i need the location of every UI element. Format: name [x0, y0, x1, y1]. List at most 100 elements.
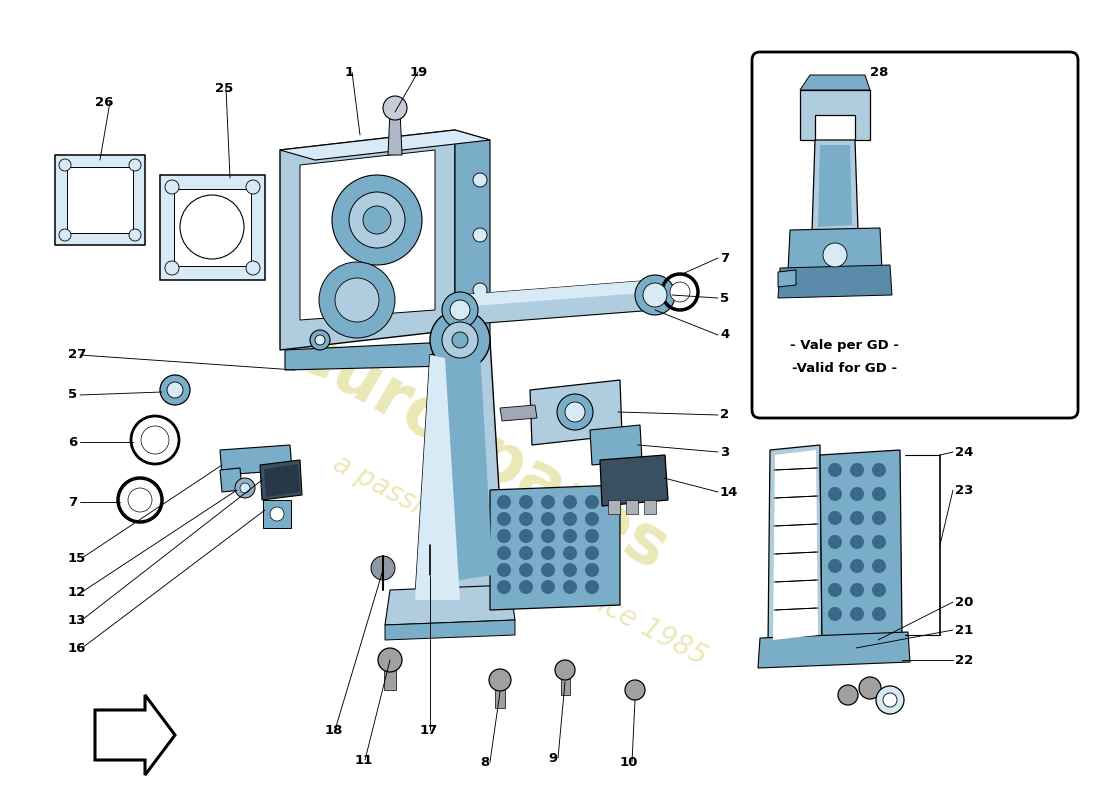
Circle shape [850, 487, 864, 501]
Text: 22: 22 [955, 654, 974, 666]
Circle shape [59, 159, 72, 171]
Polygon shape [758, 632, 910, 668]
Polygon shape [260, 460, 302, 500]
Bar [561, 670, 570, 695]
Circle shape [541, 495, 556, 509]
Circle shape [246, 261, 260, 275]
Circle shape [452, 332, 468, 348]
Circle shape [240, 483, 250, 493]
Circle shape [165, 180, 179, 194]
Circle shape [315, 335, 324, 345]
Text: 5: 5 [68, 389, 77, 402]
Text: 18: 18 [324, 723, 343, 737]
Circle shape [670, 282, 690, 302]
Circle shape [59, 229, 72, 241]
Circle shape [563, 529, 578, 543]
Polygon shape [530, 380, 621, 445]
Circle shape [420, 545, 440, 565]
Circle shape [442, 322, 478, 358]
Polygon shape [788, 228, 882, 272]
Text: 23: 23 [955, 483, 974, 497]
Circle shape [430, 310, 490, 370]
Circle shape [349, 192, 405, 248]
Text: 27: 27 [68, 349, 86, 362]
Circle shape [563, 495, 578, 509]
Bar [384, 660, 396, 690]
Text: 3: 3 [720, 446, 729, 458]
Text: 12: 12 [68, 586, 86, 598]
Polygon shape [500, 405, 537, 421]
Text: 2: 2 [720, 409, 729, 422]
Circle shape [319, 262, 395, 338]
Circle shape [541, 529, 556, 543]
Polygon shape [455, 130, 490, 340]
Circle shape [519, 512, 534, 526]
Polygon shape [820, 450, 902, 640]
Polygon shape [773, 450, 818, 640]
Circle shape [246, 180, 260, 194]
Circle shape [378, 648, 402, 672]
Text: 24: 24 [955, 446, 974, 458]
Circle shape [128, 488, 152, 512]
Circle shape [883, 693, 896, 707]
Polygon shape [778, 270, 796, 287]
Circle shape [828, 535, 842, 549]
FancyBboxPatch shape [752, 52, 1078, 418]
Circle shape [519, 546, 534, 560]
Text: -Valid for GD -: -Valid for GD - [792, 362, 898, 374]
Circle shape [519, 563, 534, 577]
Circle shape [585, 512, 600, 526]
Circle shape [497, 529, 512, 543]
Circle shape [850, 535, 864, 549]
Circle shape [859, 677, 881, 699]
Text: 15: 15 [68, 551, 86, 565]
Circle shape [872, 535, 886, 549]
Circle shape [497, 546, 512, 560]
Circle shape [585, 495, 600, 509]
Text: eurospares: eurospares [280, 316, 679, 584]
Bar [626, 500, 638, 514]
Polygon shape [55, 155, 145, 245]
Text: 21: 21 [955, 623, 974, 637]
Circle shape [519, 529, 534, 543]
Circle shape [473, 228, 487, 242]
Polygon shape [385, 585, 515, 625]
Circle shape [872, 463, 886, 477]
Circle shape [310, 330, 330, 350]
Circle shape [129, 229, 141, 241]
Circle shape [850, 511, 864, 525]
Polygon shape [160, 175, 265, 280]
Polygon shape [388, 110, 401, 155]
Circle shape [872, 607, 886, 621]
Circle shape [519, 495, 534, 509]
Text: 19: 19 [410, 66, 428, 78]
Circle shape [180, 195, 244, 259]
Circle shape [541, 563, 556, 577]
Circle shape [450, 300, 470, 320]
Polygon shape [220, 445, 292, 475]
Text: 11: 11 [355, 754, 373, 766]
Circle shape [332, 175, 422, 265]
Polygon shape [220, 468, 242, 492]
Circle shape [872, 511, 886, 525]
Polygon shape [600, 455, 668, 506]
Polygon shape [300, 150, 434, 320]
Text: 5: 5 [720, 291, 729, 305]
Circle shape [165, 261, 179, 275]
Circle shape [497, 495, 512, 509]
Circle shape [497, 512, 512, 526]
Circle shape [497, 580, 512, 594]
Circle shape [635, 275, 675, 315]
Circle shape [371, 556, 395, 580]
Polygon shape [285, 340, 490, 370]
Polygon shape [818, 145, 852, 227]
Circle shape [585, 529, 600, 543]
Polygon shape [778, 265, 892, 298]
Circle shape [270, 507, 284, 521]
Circle shape [235, 478, 255, 498]
Circle shape [563, 512, 578, 526]
Circle shape [563, 580, 578, 594]
Circle shape [519, 580, 534, 594]
Polygon shape [67, 167, 133, 233]
Polygon shape [280, 130, 455, 350]
